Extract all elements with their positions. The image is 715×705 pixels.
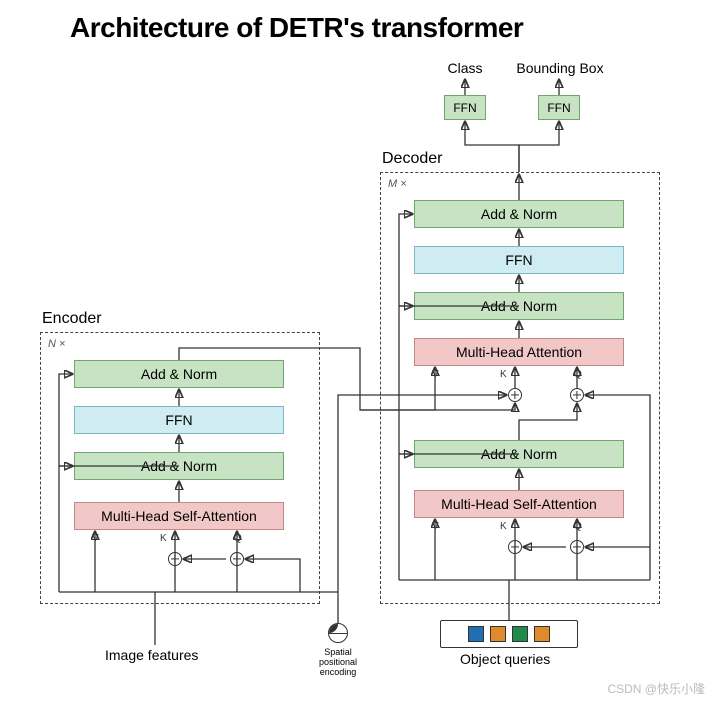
dec-mha-k: K (500, 369, 507, 380)
dec-mhsa-q: Q (574, 521, 582, 532)
object-queries-box (440, 620, 578, 648)
enc-mhsa-q: Q (234, 533, 242, 544)
dec-mhsa-adder-k (508, 540, 522, 554)
dec-mha-q: Q (574, 369, 582, 380)
enc-addnorm1: Add & Norm (74, 452, 284, 480)
decoder-label: Decoder (382, 150, 442, 168)
enc-mhsa-adder-q (230, 552, 244, 566)
encoder-repeat: N × (48, 338, 65, 350)
object-queries-label: Object queries (460, 651, 550, 667)
spatial-posenc-icon (328, 623, 348, 643)
enc-mhsa-adder-k (168, 552, 182, 566)
image-features-label: Image features (105, 647, 198, 663)
dec-mhsa-k: K (500, 521, 507, 532)
query-chip-1 (468, 626, 484, 642)
output-ffn-class: FFN (444, 95, 486, 120)
dec-addnorm2: Add & Norm (414, 292, 624, 320)
dec-mhsa-v: V (432, 521, 439, 532)
decoder-box (380, 172, 660, 604)
dec-mhsa: Multi-Head Self-Attention (414, 490, 624, 518)
spatial-pe-label: Spatial positional encoding (306, 648, 370, 678)
dec-ffn: FFN (414, 246, 624, 274)
dec-mha-v: V (432, 369, 439, 380)
enc-mhsa: Multi-Head Self-Attention (74, 502, 284, 530)
watermark: CSDN @快乐小隆 (607, 680, 705, 697)
query-chip-2 (490, 626, 506, 642)
decoder-repeat: M × (388, 178, 407, 190)
output-bbox-label: Bounding Box (505, 60, 615, 76)
dec-mha-adder-q (570, 388, 584, 402)
output-ffn-bbox: FFN (538, 95, 580, 120)
dec-addnorm3: Add & Norm (414, 200, 624, 228)
encoder-label: Encoder (42, 310, 102, 328)
enc-ffn: FFN (74, 406, 284, 434)
dec-addnorm1: Add & Norm (414, 440, 624, 468)
query-chip-3 (512, 626, 528, 642)
page-title: Architecture of DETR's transformer (70, 12, 523, 44)
enc-mhsa-k: K (160, 533, 167, 544)
query-chip-4 (534, 626, 550, 642)
dec-mha: Multi-Head Attention (414, 338, 624, 366)
enc-mhsa-v: V (92, 533, 99, 544)
output-class-label: Class (435, 60, 495, 76)
dec-mha-adder-k (508, 388, 522, 402)
enc-addnorm2: Add & Norm (74, 360, 284, 388)
dec-mhsa-adder-q (570, 540, 584, 554)
